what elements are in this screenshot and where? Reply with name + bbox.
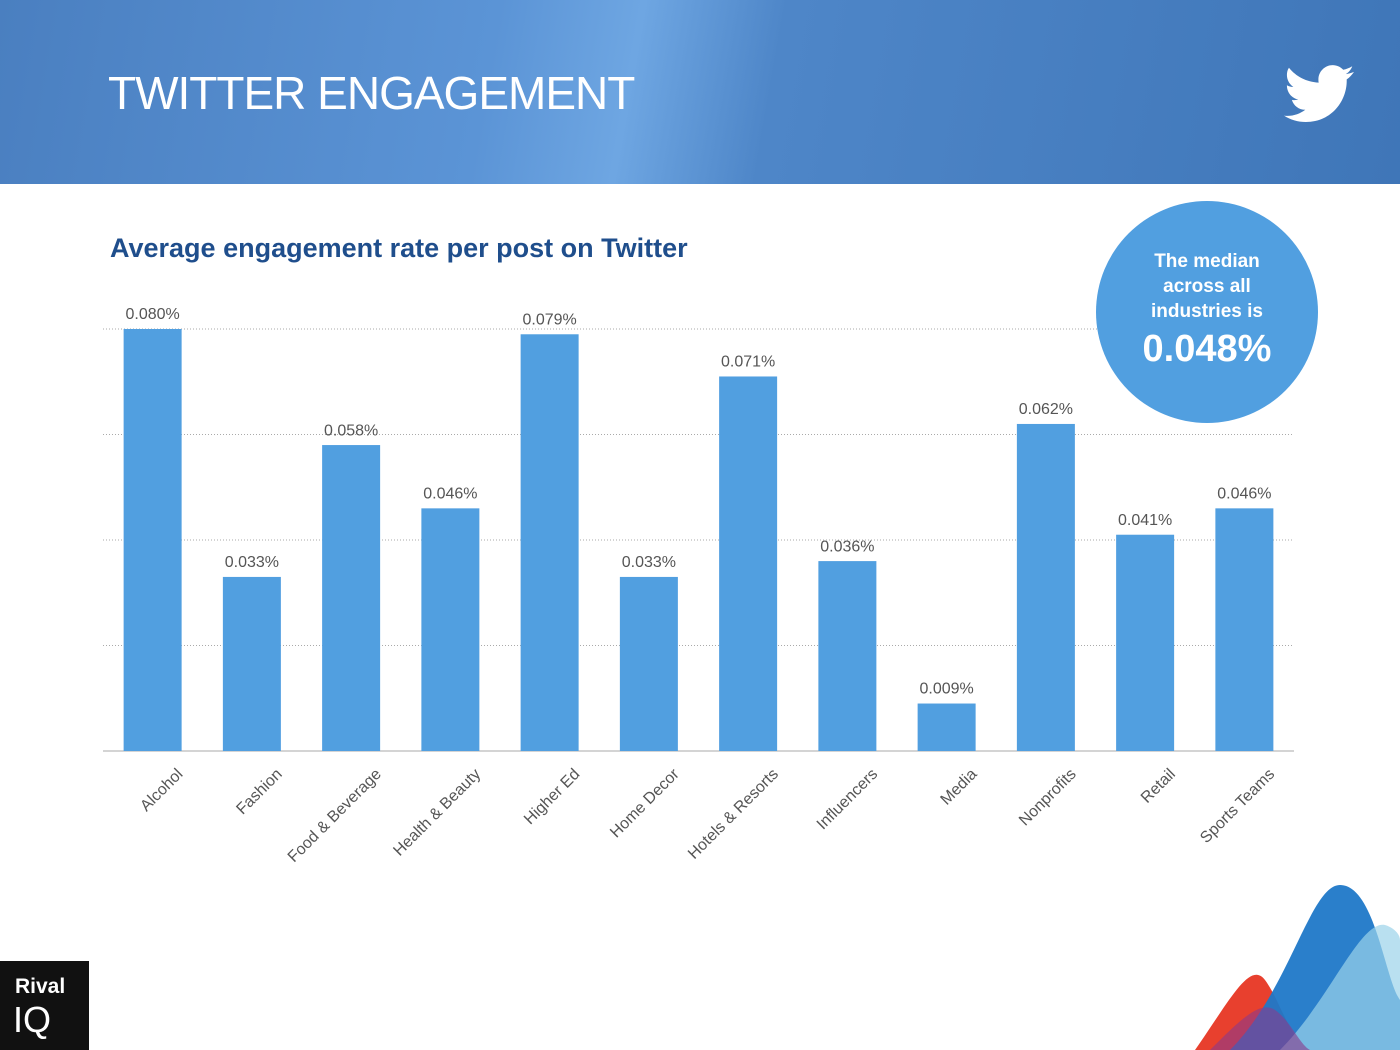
bar [123,329,182,751]
bar [1116,534,1175,751]
value-label: 0.058% [324,422,378,439]
x-tick-label: Home Decor [607,765,683,841]
callout: The median across all industries is 0.04… [1096,201,1318,423]
bar [322,445,381,751]
x-tick-label: Nonprofits [1016,766,1080,830]
bar [1215,508,1274,751]
x-tick-label: Retail [1138,766,1179,807]
x-tick-label: Higher Ed [521,766,583,828]
value-label: 0.009% [919,681,973,698]
chart-title: Average engagement rate per post on Twit… [110,233,688,263]
value-label: 0.033% [622,554,676,571]
bar [818,561,877,751]
value-label: 0.046% [1217,486,1271,503]
x-tick-label: Sports Teams [1197,766,1278,847]
value-label: 0.046% [423,486,477,503]
x-tick-label: Health & Beauty [390,766,484,860]
bar [1016,423,1075,751]
logo-text: Rival [15,975,66,998]
twitter-icon [1284,65,1354,122]
x-tick-label: Fashion [233,766,285,818]
value-label: 0.080% [125,306,179,323]
logo: Rival IQ [0,961,89,1050]
decor [1280,924,1400,1050]
header: TWITTER ENGAGEMENT [0,0,1400,184]
x-tick-label: Food & Beverage [285,766,385,866]
x-tick-label: Media [938,766,981,809]
bar [719,376,778,751]
value-label: 0.062% [1019,401,1073,418]
callout-text: The median across all industries is [1151,251,1263,322]
value-label: 0.033% [225,554,279,571]
value-label: 0.041% [1118,512,1172,529]
logo-text: IQ [13,999,52,1040]
header-title: TWITTER ENGAGEMENT [108,67,635,119]
x-tick-label: Hotels & Resorts [685,766,782,863]
bar [619,576,678,751]
bar [222,576,281,751]
x-tick-label: Alcohol [137,766,186,815]
decor [1210,1007,1310,1050]
bar [421,508,480,751]
value-label: 0.071% [721,354,775,371]
callout-value: 0.048% [1142,328,1272,370]
bar [917,703,976,751]
value-label: 0.079% [522,311,576,328]
bar [520,334,579,751]
value-label: 0.036% [820,538,874,555]
x-tick-label: Influencers [814,766,881,833]
